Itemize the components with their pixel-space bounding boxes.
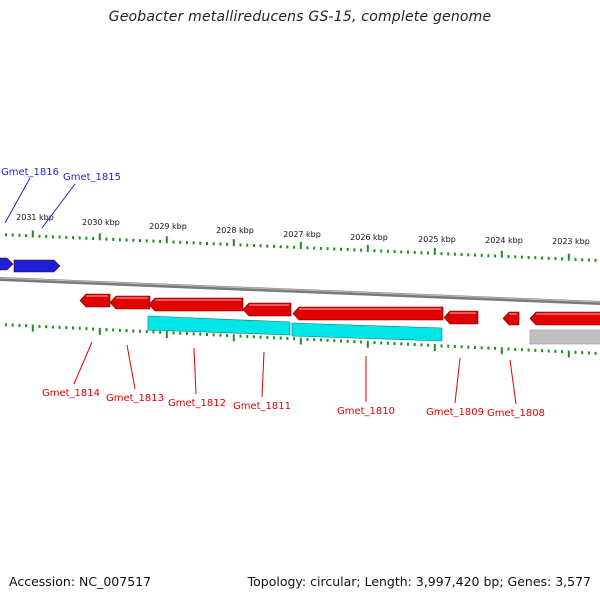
scale-label: 2028 kbp — [216, 226, 254, 235]
gene-gmet-1812[interactable] — [148, 297, 244, 312]
genome-backbone-highlight — [0, 277, 600, 303]
gene-label-forward[interactable]: Gmet_1816 — [1, 167, 59, 178]
gene-gmet-1814-shine — [86, 295, 108, 297]
cds-gmet-1810[interactable] — [291, 322, 443, 342]
gene-gmet-1815[interactable] — [13, 259, 61, 273]
leader-line — [4, 177, 31, 224]
scale-label: 2024 kbp — [485, 236, 523, 245]
gene-gmet-1808-shine — [509, 313, 517, 315]
scale-label: 2027 kbp — [283, 230, 321, 239]
gene-gmet-1807[interactable] — [529, 311, 600, 326]
scale-label: 2023 kbp — [552, 237, 590, 246]
gene-gmet-1816[interactable] — [0, 257, 14, 271]
accession-text: Accession: NC_007517 — [9, 574, 152, 589]
gene-gmet-1809-shine — [450, 312, 476, 314]
gene-labels: Gmet_1816 Gmet_1815 Gmet_1814 Gmet_1813 Gmet… — [1, 167, 545, 419]
top-tick-row — [5, 230, 597, 262]
bottom-tick-row — [5, 323, 597, 358]
gene-label-reverse[interactable]: Gmet_1812 — [168, 398, 226, 409]
genome-backbone — [0, 277, 600, 305]
gene-gmet-1811-shine — [249, 304, 289, 306]
gene-label-reverse[interactable]: Gmet_1809 — [426, 407, 484, 418]
gene-features — [0, 257, 600, 345]
gene-gmet-1807-shine — [536, 313, 600, 315]
scale-label: 2031 kbp — [16, 213, 54, 222]
label-leaders — [4, 177, 517, 405]
leader-line — [41, 183, 76, 229]
gene-gmet-1810[interactable] — [292, 306, 444, 321]
leader-line — [73, 341, 93, 385]
gene-gmet-1809[interactable] — [443, 310, 479, 325]
gene-label-reverse[interactable]: Gmet_1808 — [487, 408, 545, 419]
gene-label-reverse[interactable]: Gmet_1813 — [106, 393, 164, 404]
genome-title: Geobacter metallireducens GS-15, complet… — [108, 9, 492, 25]
leader-line — [126, 344, 136, 390]
gene-label-forward[interactable]: Gmet_1815 — [63, 172, 121, 183]
gene-gmet-1814[interactable] — [79, 293, 111, 308]
leader-line — [454, 357, 461, 404]
gene-gmet-1810-shine — [299, 308, 441, 310]
gene-gmet-1813-shine — [116, 297, 148, 299]
gene-gmet-1812-shine — [155, 299, 241, 301]
leader-line — [193, 347, 197, 395]
cds-gmet-1812-1811[interactable] — [147, 315, 291, 336]
scale-labels: 2031 kbp 2030 kbp 2029 kbp 2028 kbp 2027 kbp… — [16, 213, 590, 246]
gene-gmet-1808[interactable] — [502, 311, 520, 326]
gene-label-reverse[interactable]: Gmet_1810 — [337, 406, 395, 417]
leader-line — [261, 351, 265, 398]
gene-label-reverse[interactable]: Gmet_1811 — [233, 401, 291, 412]
gene-label-reverse[interactable]: Gmet_1814 — [42, 388, 100, 399]
gene-gmet-1811[interactable] — [242, 302, 292, 317]
scale-label: 2025 kbp — [418, 235, 456, 244]
gene-gmet-1813[interactable] — [109, 295, 151, 310]
scale-label: 2030 kbp — [82, 218, 120, 227]
scale-label: 2029 kbp — [149, 222, 187, 231]
topology-text: Topology: circular; Length: 3,997,420 bp… — [247, 574, 591, 589]
leader-line — [509, 359, 517, 405]
grey-feature[interactable] — [529, 329, 600, 345]
scale-label: 2026 kbp — [350, 233, 388, 242]
